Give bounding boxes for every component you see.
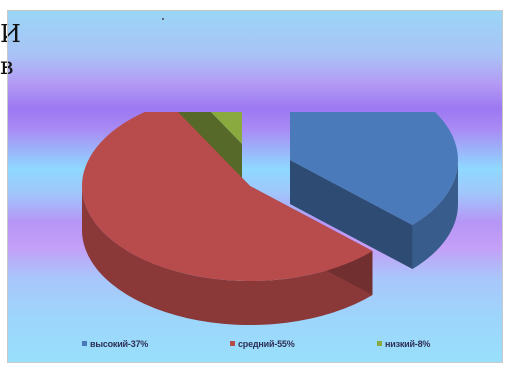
legend-label-medium: средний-55% — [238, 339, 295, 349]
legend-item-medium: средний-55% — [230, 339, 295, 349]
slice-low-face-start — [168, 112, 242, 188]
clipped-heading-line1: И — [0, 20, 21, 48]
slice-high — [290, 112, 459, 226]
legend-item-low: низкий-8% — [377, 339, 430, 349]
slice-low — [210, 112, 242, 144]
slice-high-wall — [412, 160, 458, 270]
slice-medium-wall — [82, 186, 373, 325]
left-margin — [0, 0, 7, 369]
pie-tops — [82, 112, 459, 281]
legend-swatch-medium — [230, 341, 235, 346]
legend-item-high: высокий-37% — [82, 339, 148, 349]
legend-swatch-high — [82, 341, 87, 346]
slice-medium — [82, 112, 373, 281]
legend-label-high: высокий-37% — [90, 339, 149, 349]
legend-label-low: низкий-8% — [385, 339, 431, 349]
legend-swatch-low — [377, 341, 382, 346]
stray-dot — [162, 18, 164, 20]
clipped-heading-line2: в — [0, 52, 14, 80]
slice-high-face-end — [290, 160, 413, 270]
